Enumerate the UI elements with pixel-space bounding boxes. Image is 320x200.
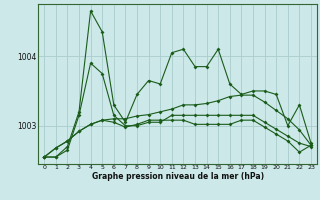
X-axis label: Graphe pression niveau de la mer (hPa): Graphe pression niveau de la mer (hPa) — [92, 172, 264, 181]
